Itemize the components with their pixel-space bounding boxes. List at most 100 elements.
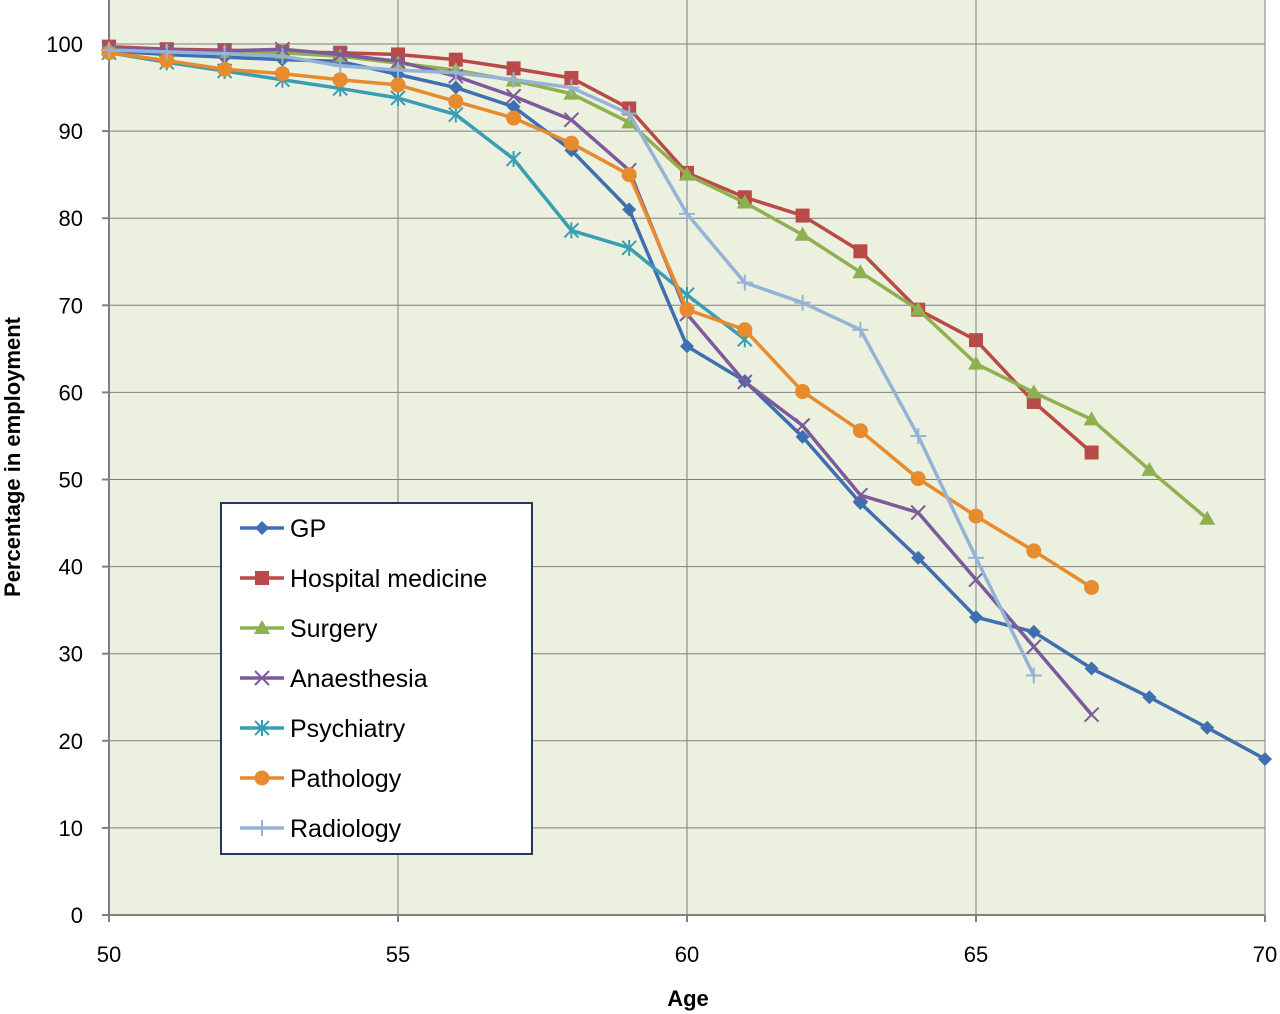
data-point-surgery — [1025, 384, 1042, 399]
legend-marker-pathology — [254, 770, 270, 786]
data-point-psychiatry — [390, 90, 406, 107]
data-point-pathology — [390, 77, 406, 93]
data-point-hospital-medicine — [506, 61, 521, 76]
data-point-radiology — [505, 71, 522, 88]
y-tick-label: 80 — [59, 206, 83, 231]
data-point-pathology — [679, 302, 695, 318]
legend-marker-anaesthesia — [254, 670, 270, 686]
legend-label: Anaesthesia — [290, 665, 428, 693]
data-point-anaesthesia — [390, 53, 406, 70]
data-point-pathology — [910, 471, 926, 487]
y-tick-label: 10 — [59, 816, 83, 841]
data-point-anaesthesia — [1026, 639, 1042, 655]
y-tick-label: 60 — [59, 380, 83, 405]
series-layer — [101, 39, 1272, 767]
series-line-anaesthesia — [108, 46, 1093, 716]
data-point-pathology — [274, 66, 290, 82]
x-tick-label: 70 — [1253, 942, 1277, 967]
data-point-hospital-medicine — [1084, 445, 1099, 460]
data-point-radiology — [563, 79, 580, 96]
data-point-pathology — [852, 423, 868, 439]
data-point-gp — [1200, 720, 1215, 735]
data-point-surgery — [736, 194, 753, 209]
legend-label: Hospital medicine — [290, 565, 487, 593]
legend-marker-surgery — [254, 620, 270, 634]
x-axis-title: Age — [667, 986, 709, 1011]
legend-marker-psychiatry — [254, 720, 270, 736]
x-tick-label: 60 — [675, 942, 699, 967]
data-point-gp — [795, 429, 810, 444]
data-point-hospital-medicine — [1026, 394, 1041, 409]
y-tick-label: 0 — [71, 903, 83, 928]
y-tick-label: 100 — [46, 32, 83, 57]
data-point-pathology — [968, 508, 984, 524]
legend-item-anaesthesia: Anaesthesia — [240, 665, 428, 693]
data-point-radiology — [910, 427, 927, 444]
data-point-psychiatry — [505, 150, 522, 167]
data-point-anaesthesia — [332, 46, 348, 63]
series-line-surgery — [108, 47, 1209, 521]
y-tick-label: 90 — [59, 119, 83, 144]
legend-item-gp: GP — [240, 515, 326, 543]
y-tick-label: 40 — [59, 555, 83, 580]
legend-item-hospital-medicine: Hospital medicine — [240, 565, 487, 593]
data-point-surgery — [1141, 461, 1158, 476]
data-point-gp — [680, 339, 694, 354]
legend-item-radiology: Radiology — [240, 815, 402, 843]
legend-label: Psychiatry — [290, 715, 406, 743]
data-point-pathology — [621, 167, 637, 183]
axes — [102, 0, 1266, 922]
data-point-anaesthesia — [737, 374, 753, 390]
data-point-radiology — [736, 274, 753, 291]
legend-item-pathology: Pathology — [240, 765, 402, 793]
series-line-pathology — [108, 50, 1093, 589]
legend-marker-hospital-medicine — [255, 571, 269, 585]
data-point-pathology — [563, 135, 579, 151]
data-point-radiology — [679, 205, 695, 222]
data-point-hospital-medicine — [448, 52, 463, 67]
series-pathology — [101, 45, 1100, 596]
data-point-surgery — [968, 355, 984, 370]
data-point-hospital-medicine — [853, 244, 868, 259]
legend-label: Pathology — [290, 765, 402, 793]
data-point-gp — [1142, 690, 1157, 705]
data-point-gp — [1258, 752, 1272, 767]
data-point-psychiatry — [448, 106, 464, 123]
x-tick-label: 55 — [386, 942, 410, 967]
y-tick-label: 30 — [59, 642, 83, 667]
data-point-anaesthesia — [852, 487, 869, 503]
data-point-pathology — [1084, 580, 1100, 596]
data-point-radiology — [216, 45, 233, 62]
series-radiology — [101, 42, 1042, 684]
legend-marker-gp — [255, 521, 269, 535]
data-point-psychiatry — [563, 222, 580, 239]
data-point-radiology — [390, 62, 406, 79]
data-point-anaesthesia — [968, 571, 984, 588]
data-point-gp — [969, 610, 983, 625]
data-point-pathology — [332, 72, 348, 88]
data-point-anaesthesia — [505, 88, 522, 104]
data-point-pathology — [1026, 543, 1042, 559]
data-point-radiology — [852, 321, 869, 338]
x-tick-label: 50 — [97, 942, 121, 967]
y-tick-label: 70 — [59, 293, 83, 318]
data-point-radiology — [968, 549, 984, 566]
legend-label: Surgery — [290, 615, 378, 643]
data-point-pathology — [795, 384, 811, 400]
y-tick-label: 50 — [59, 468, 83, 493]
data-point-radiology — [101, 42, 117, 59]
legend-item-psychiatry: Psychiatry — [240, 715, 406, 743]
data-point-hospital-medicine — [795, 208, 810, 223]
data-point-anaesthesia — [1083, 706, 1100, 723]
legend: GP Hospital medicine Surgery Anaesthesia Psy… — [220, 502, 533, 855]
data-point-anaesthesia — [794, 417, 811, 434]
data-point-psychiatry — [621, 239, 637, 256]
data-point-surgery — [852, 264, 869, 279]
data-point-surgery — [1199, 510, 1216, 525]
data-point-pathology — [737, 322, 753, 338]
data-point-hospital-medicine — [969, 333, 983, 348]
data-point-surgery — [1083, 411, 1100, 426]
y-tick-label: 20 — [59, 729, 83, 754]
data-point-pathology — [159, 53, 175, 69]
